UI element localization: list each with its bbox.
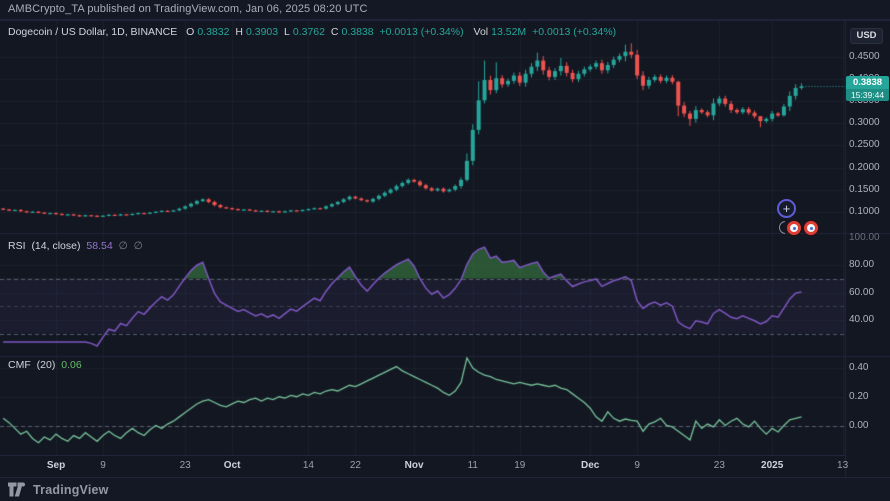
axis-tick-label: 0.40: [849, 362, 869, 373]
rsi-title: RSI: [8, 240, 26, 252]
time-tick-label: 2025: [761, 460, 784, 471]
time-tick-label: 23: [713, 460, 725, 471]
low-label: L: [284, 26, 290, 38]
rsi-value: 58.54: [86, 240, 113, 252]
volume-change-value: +0.0013 (+0.34%): [532, 26, 617, 38]
axis-tick-label: 0.4500: [849, 51, 880, 62]
tradingview-brand[interactable]: TradingView: [33, 482, 109, 497]
axis-tick-label: 0.2000: [849, 161, 880, 173]
rsi-empty-2: ∅: [133, 240, 143, 252]
open-label: O: [186, 26, 195, 38]
axis-tick-label: 0.3000: [849, 117, 880, 129]
cmf-value: 0.06: [61, 359, 82, 371]
axis-tick-label: 100.00: [849, 231, 880, 243]
time-scale[interactable]: Sep 9 23 Oct 14 22 Nov 11 19 Dec 9 23 2025 13: [0, 455, 849, 477]
close-value: 0.3838: [341, 26, 374, 38]
bar-countdown: 15:39:44: [846, 89, 889, 101]
open-value: 0.3832: [197, 26, 230, 38]
axis-tick-label: 0.2500: [849, 139, 880, 151]
reaction-emoji-icon[interactable]: [786, 219, 802, 236]
add-reaction-button[interactable]: +: [777, 199, 796, 218]
close-label: C: [330, 26, 339, 38]
change-value: +0.0013 (+0.34%): [379, 26, 464, 38]
cmf-params: (20): [36, 359, 56, 371]
axis-tick-label: 60.00: [849, 286, 875, 298]
time-tick-label: 14: [302, 460, 314, 471]
time-tick-label: 9: [634, 460, 640, 471]
symbol-title: Dogecoin / US Dollar, 1D, BINANCE: [8, 26, 178, 38]
volume-label: Vol: [473, 26, 489, 38]
rsi-legend[interactable]: RSI (14, close) 58.54 ∅ ∅: [8, 240, 146, 252]
tradingview-logo-icon[interactable]: [8, 482, 27, 497]
time-tick-label: 19: [514, 460, 526, 471]
reactions-cluster[interactable]: [779, 219, 819, 236]
reaction-emoji-icon[interactable]: [803, 219, 819, 236]
last-price-value: 0.3838: [846, 76, 889, 89]
cmf-title: CMF: [8, 359, 31, 371]
time-tick-label: 9: [100, 460, 106, 471]
axis-tick-label: 40.00: [849, 314, 875, 325]
high-label: H: [235, 26, 243, 38]
cmf-legend[interactable]: CMF (20) 0.06: [8, 359, 85, 371]
time-tick-label: Sep: [46, 460, 66, 471]
symbol-legend[interactable]: Dogecoin / US Dollar, 1D, BINANCE O 0.383…: [8, 26, 619, 38]
time-tick-label: 11: [467, 460, 478, 471]
time-tick-label: 22: [349, 460, 361, 471]
price-scale[interactable]: USD 0.45000.40000.35000.30000.25000.2000…: [845, 20, 890, 477]
axis-tick-label: 0.00: [849, 419, 869, 431]
time-tick-label: 23: [179, 460, 191, 471]
axis-tick-label: 0.1500: [849, 183, 880, 195]
volume-value: 13.52M: [491, 26, 527, 38]
footer-bar: TradingView: [0, 477, 890, 501]
last-price-label: 0.3838 15:39:44: [846, 76, 889, 101]
rsi-params: (14, close): [31, 240, 81, 252]
time-tick-label: 13: [837, 460, 849, 471]
currency-toggle-button[interactable]: USD: [850, 28, 883, 44]
axis-tick-label: 80.00: [849, 259, 875, 270]
low-value: 0.3762: [292, 26, 325, 38]
rsi-empty-1: ∅: [118, 240, 128, 252]
high-value: 0.3903: [245, 26, 279, 38]
axis-tick-label: 0.20: [849, 390, 869, 402]
axis-tick-label: 0.1000: [849, 205, 880, 217]
time-tick-label: Nov: [404, 460, 424, 471]
time-tick-label: Oct: [223, 460, 241, 471]
time-tick-label: Dec: [581, 460, 600, 471]
plus-icon: +: [782, 201, 791, 216]
